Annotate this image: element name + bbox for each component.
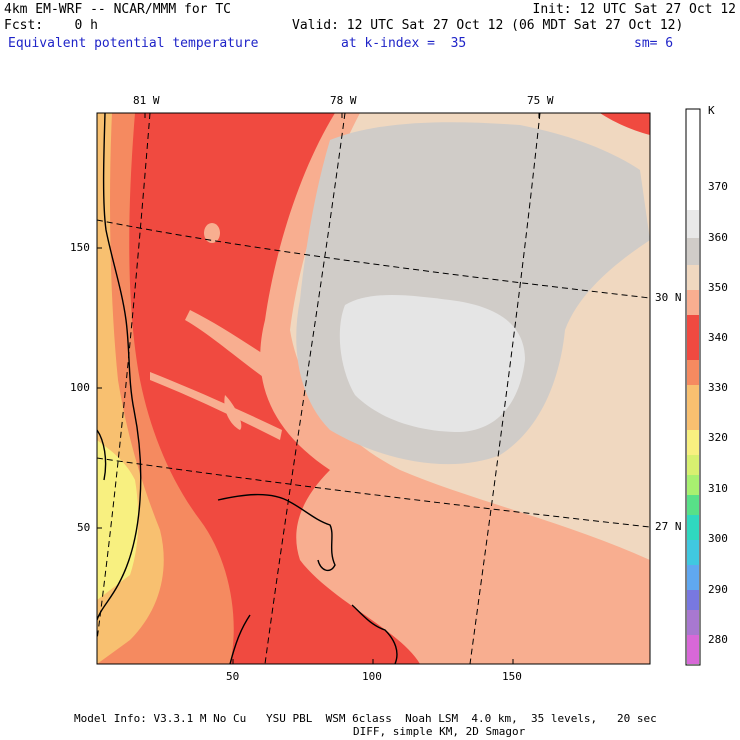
x-tick-150: 150	[502, 670, 522, 683]
y-tick-50: 50	[77, 521, 91, 534]
model-info: Model Info: V3.3.1 M No Cu YSU PBL WSM 6…	[74, 712, 657, 725]
colorbar-label: 300	[708, 532, 728, 545]
smoothing-label: sm= 6	[634, 36, 674, 51]
lat-label-30n: 30 N	[655, 291, 682, 304]
lon-label-78w: 78 W	[330, 94, 357, 107]
colorbar-label: 350	[708, 281, 728, 294]
colorbar-label: 340	[708, 331, 728, 344]
model-info-diffusion: DIFF, simple KM, 2D Smagor	[353, 725, 526, 738]
y-tick-150: 150	[70, 241, 90, 254]
colorbar-label: 330	[708, 381, 728, 394]
k-index-label: at k-index = 35	[341, 36, 467, 51]
x-tick-50: 50	[226, 670, 240, 683]
field-name: Equivalent potential temperature	[8, 36, 259, 51]
init-time: Init: 12 UTC Sat 27 Oct 12	[532, 2, 737, 17]
colorbar	[685, 108, 701, 666]
colorbar-label: 360	[708, 231, 728, 244]
colorbar-label: 280	[708, 633, 728, 646]
lat-lon-grid	[97, 113, 650, 664]
forecast-hour: Fcst: 0 h	[4, 18, 98, 33]
colorbar-unit: K	[708, 104, 715, 117]
lon-label-81w: 81 W	[133, 94, 160, 107]
lon-label-75w: 75 W	[527, 94, 554, 107]
theta-e-field	[97, 113, 650, 664]
axis-ticks	[97, 113, 540, 664]
x-tick-100: 100	[362, 670, 382, 683]
model-title: 4km EM-WRF -- NCAR/MMM for TC	[4, 2, 231, 17]
colorbar-label: 310	[708, 482, 728, 495]
valid-time: Valid: 12 UTC Sat 27 Oct 12 (06 MDT Sat …	[292, 18, 684, 33]
y-tick-100: 100	[70, 381, 90, 394]
coastline	[97, 113, 398, 664]
colorbar-label: 290	[708, 583, 728, 596]
colorbar-label: 370	[708, 180, 728, 193]
colorbar-label: 320	[708, 431, 728, 444]
lat-label-27n: 27 N	[655, 520, 682, 533]
